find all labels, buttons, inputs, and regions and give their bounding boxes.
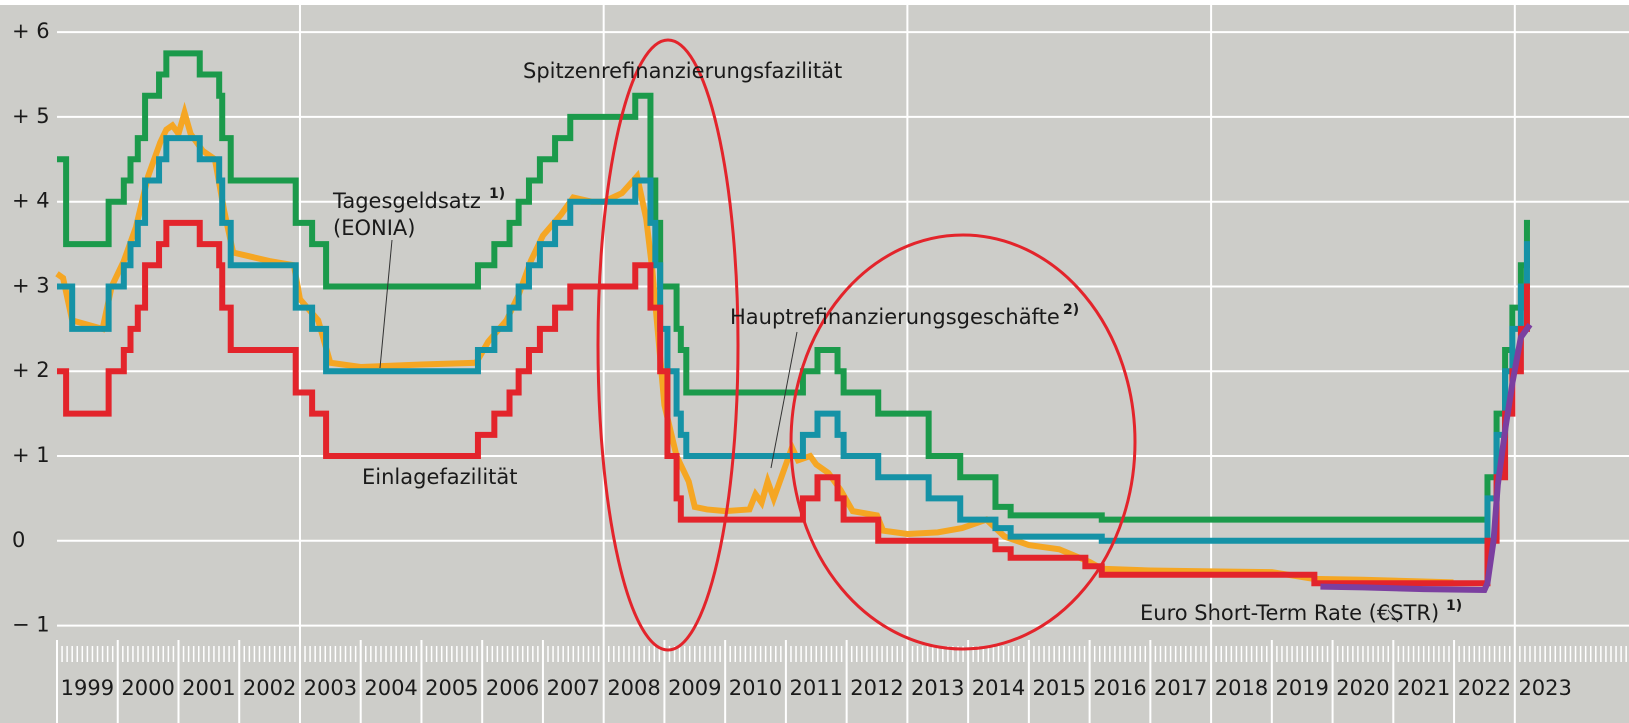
annotation-note: 1) xyxy=(489,186,505,202)
leader-line xyxy=(770,331,798,469)
x-tick-label: 2012 xyxy=(850,676,903,700)
x-tick-label: 1999 xyxy=(61,676,114,700)
annotation: (EONIA) xyxy=(333,216,415,240)
overlay: Spitzenrefinanzierungsfazilität Tagesgel… xyxy=(332,38,1462,652)
grid: + 6 + 5 + 4 + 3 + 2 + 1 0 − 1 1999 2000 2001 2002 20… xyxy=(12,5,1629,723)
x-tick-label: 2013 xyxy=(911,676,964,700)
x-tick-label: 2000 xyxy=(121,676,174,700)
annotation: Euro Short-Term Rate (€STR) xyxy=(1140,601,1439,625)
lines xyxy=(55,50,1533,594)
x-tick-label: 2017 xyxy=(1154,676,1207,700)
series-line xyxy=(57,135,1530,544)
x-tick-label: 2021 xyxy=(1397,676,1450,700)
x-tick-label: 2008 xyxy=(607,676,660,700)
y-tick-label: + 6 xyxy=(12,19,50,43)
series-line xyxy=(1320,322,1533,594)
x-tick-label: 2010 xyxy=(729,676,782,700)
annotation: Einlagefazilität xyxy=(362,465,518,489)
y-tick-label: − 1 xyxy=(12,613,50,637)
annotation-note: 2) xyxy=(1063,302,1079,318)
annotation-note: 1) xyxy=(1446,598,1462,614)
x-tick-label: 2020 xyxy=(1336,676,1389,700)
y-tick-label: + 1 xyxy=(12,443,50,467)
series-line xyxy=(57,219,1530,587)
y-tick-label: + 3 xyxy=(12,273,50,297)
y-tick-label: 0 xyxy=(12,528,25,552)
annotation: Tagesgeldsatz xyxy=(332,189,481,213)
x-tick-label: 2022 xyxy=(1458,676,1511,700)
x-tick-label: 2019 xyxy=(1275,676,1328,700)
x-tick-label: 2004 xyxy=(364,676,417,700)
y-tick-label: + 4 xyxy=(12,189,50,213)
y-tick-label: + 5 xyxy=(12,104,50,128)
leader-line xyxy=(379,239,393,369)
x-tick-label: 2002 xyxy=(243,676,296,700)
x-tick-label: 2018 xyxy=(1215,676,1268,700)
x-tick-label: 2005 xyxy=(425,676,478,700)
x-tick-label: 2011 xyxy=(790,676,843,700)
highlight-ellipse xyxy=(789,233,1137,651)
annotation: Hauptrefinanzierungsgeschäfte xyxy=(730,305,1060,329)
leader-line xyxy=(1387,609,1399,623)
highlight-ellipse xyxy=(596,38,740,652)
x-tick-label: 2023 xyxy=(1518,676,1571,700)
series-line xyxy=(57,50,1530,523)
x-tick-label: 2015 xyxy=(1033,676,1086,700)
annotation: Spitzenrefinanzierungsfazilität xyxy=(523,59,842,83)
y-tick-label: + 2 xyxy=(12,358,50,382)
x-tick-label: 2009 xyxy=(668,676,721,700)
x-tick-label: 2001 xyxy=(182,676,235,700)
x-tick-label: 2006 xyxy=(486,676,539,700)
x-tick-label: 2016 xyxy=(1093,676,1146,700)
x-tick-label: 2003 xyxy=(304,676,357,700)
x-tick-label: 2007 xyxy=(547,676,600,700)
x-tick-label: 2014 xyxy=(972,676,1025,700)
